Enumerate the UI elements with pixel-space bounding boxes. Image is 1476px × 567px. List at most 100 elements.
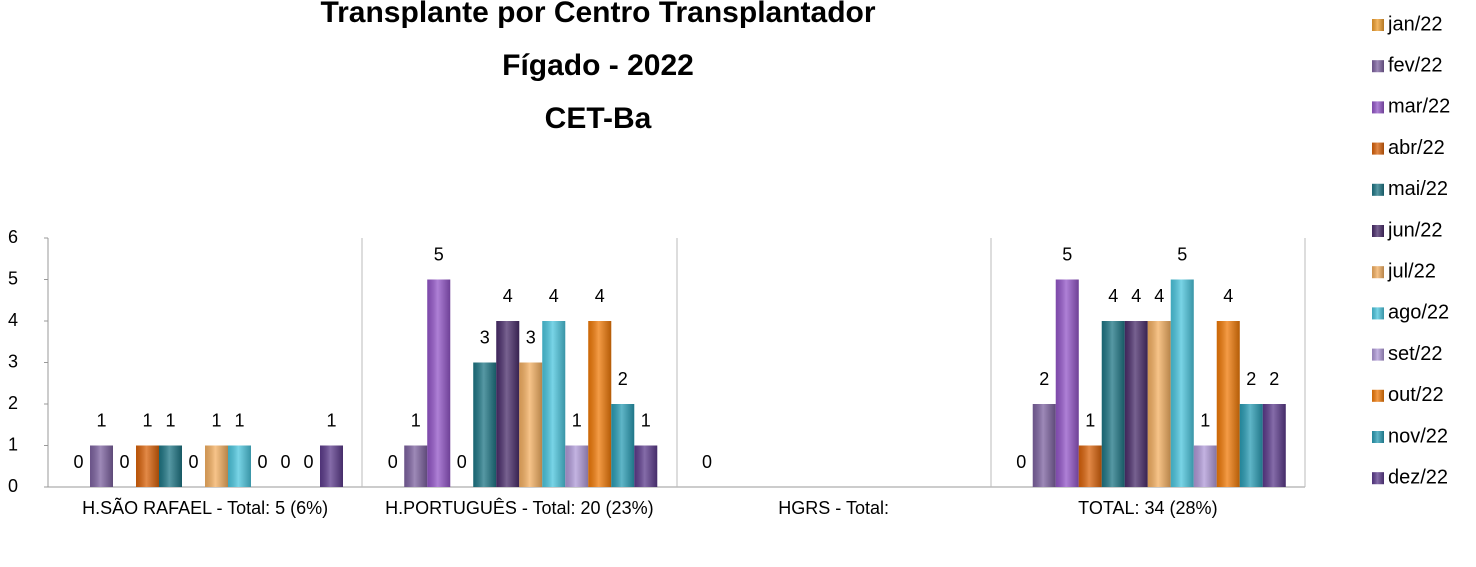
bar-shine xyxy=(565,445,589,487)
bar-shine xyxy=(634,445,658,487)
bar-shine xyxy=(1032,404,1056,487)
legend-swatch-shine xyxy=(1372,472,1384,485)
legend-swatch-shine xyxy=(1372,101,1384,114)
legend-label: ago/22 xyxy=(1388,302,1449,324)
bar-shine xyxy=(1078,445,1102,487)
data-label: 4 xyxy=(1223,286,1233,306)
legend-label: mar/22 xyxy=(1388,96,1450,118)
data-label: 0 xyxy=(73,452,83,472)
bar-shine xyxy=(496,321,520,487)
legend-label: set/22 xyxy=(1388,343,1442,365)
bar-shine xyxy=(228,445,251,487)
legend-swatch-shine xyxy=(1372,60,1384,73)
legend-swatch-shine xyxy=(1372,225,1384,237)
bar-shine xyxy=(159,445,182,487)
data-label: 1 xyxy=(211,410,221,430)
y-tick-label: 2 xyxy=(8,393,18,413)
y-tick-label: 6 xyxy=(8,227,18,247)
data-label: 5 xyxy=(1062,244,1072,264)
y-tick-label: 3 xyxy=(8,351,18,371)
bar-shine xyxy=(205,445,228,487)
data-label: 0 xyxy=(119,452,129,472)
x-tick-label: H.SÃO RAFAEL - Total: 5 (6%) xyxy=(82,498,329,518)
bar-shine xyxy=(1239,404,1263,487)
data-label: 2 xyxy=(1039,369,1049,389)
legend-label: jan/22 xyxy=(1387,13,1443,35)
chart-title: Transplante por Centro Transplantador xyxy=(320,0,875,29)
x-tick-label: TOTAL: 34 (28%) xyxy=(1078,498,1218,518)
x-tick-label: H.PORTUGUÊS - Total: 20 (23%) xyxy=(385,498,654,518)
data-label: 1 xyxy=(234,410,244,430)
legend-label: jul/22 xyxy=(1387,260,1436,282)
bar-shine xyxy=(519,362,543,487)
data-label: 1 xyxy=(641,410,651,430)
data-label: 1 xyxy=(96,410,106,430)
legend-label: fev/22 xyxy=(1388,54,1442,76)
bar-shine xyxy=(611,404,635,487)
bar-shine xyxy=(1216,321,1240,487)
data-label: 1 xyxy=(1085,410,1095,430)
bar-shine xyxy=(427,279,451,487)
data-label: 4 xyxy=(503,286,513,306)
data-label: 4 xyxy=(1108,286,1118,306)
chart-title: Fígado - 2022 xyxy=(502,49,694,82)
bar-shine xyxy=(90,445,113,487)
data-label: 0 xyxy=(388,452,398,472)
data-label: 1 xyxy=(165,410,175,430)
bar-shine xyxy=(473,362,497,487)
data-label: 1 xyxy=(142,410,152,430)
data-label: 2 xyxy=(618,369,628,389)
bar-shine xyxy=(1055,279,1079,487)
chart-title: CET-Ba xyxy=(545,102,652,135)
bar-shine xyxy=(136,445,159,487)
data-label: 2 xyxy=(1269,369,1279,389)
legend-swatch-shine xyxy=(1372,266,1384,279)
data-label: 1 xyxy=(326,410,336,430)
data-label: 4 xyxy=(1154,286,1164,306)
bar-shine xyxy=(1262,404,1286,487)
legend-swatch-shine xyxy=(1372,183,1384,196)
y-tick-label: 0 xyxy=(8,476,18,496)
bar-shine xyxy=(404,445,428,487)
y-tick-label: 5 xyxy=(8,268,18,288)
bar-shine xyxy=(1101,321,1125,487)
bar-shine xyxy=(542,321,566,487)
y-tick-label: 1 xyxy=(8,434,18,454)
data-label: 0 xyxy=(188,452,198,472)
legend-label: abr/22 xyxy=(1388,137,1445,159)
data-label: 1 xyxy=(1200,410,1210,430)
legend-swatch-shine xyxy=(1372,19,1384,31)
data-label: 4 xyxy=(549,286,559,306)
data-label: 0 xyxy=(303,452,313,472)
bar-shine xyxy=(320,445,343,487)
legend-label: mai/22 xyxy=(1388,178,1448,200)
bar-shine xyxy=(1124,321,1148,487)
bar-shine xyxy=(1147,321,1171,487)
legend-swatch-shine xyxy=(1372,431,1384,443)
data-label: 5 xyxy=(434,244,444,264)
data-label: 1 xyxy=(411,410,421,430)
data-label: 2 xyxy=(1246,369,1256,389)
x-tick-label: HGRS - Total: xyxy=(778,498,889,518)
legend-swatch-shine xyxy=(1372,348,1384,361)
data-label: 0 xyxy=(457,452,467,472)
bar-shine xyxy=(1170,279,1194,487)
bar-shine xyxy=(588,321,612,487)
data-label: 0 xyxy=(702,452,712,472)
legend-swatch-shine xyxy=(1372,307,1384,320)
data-label: 0 xyxy=(1016,452,1026,472)
data-label: 1 xyxy=(572,410,582,430)
legend-label: nov/22 xyxy=(1388,425,1448,447)
data-label: 4 xyxy=(595,286,605,306)
legend-label: dez/22 xyxy=(1388,466,1448,488)
data-label: 0 xyxy=(257,452,267,472)
y-tick-label: 4 xyxy=(8,310,18,330)
data-label: 0 xyxy=(280,452,290,472)
data-label: 3 xyxy=(480,327,490,347)
data-label: 5 xyxy=(1177,244,1187,264)
legend-label: out/22 xyxy=(1388,384,1444,406)
legend-label: jun/22 xyxy=(1387,219,1443,241)
legend-swatch-shine xyxy=(1372,389,1384,402)
